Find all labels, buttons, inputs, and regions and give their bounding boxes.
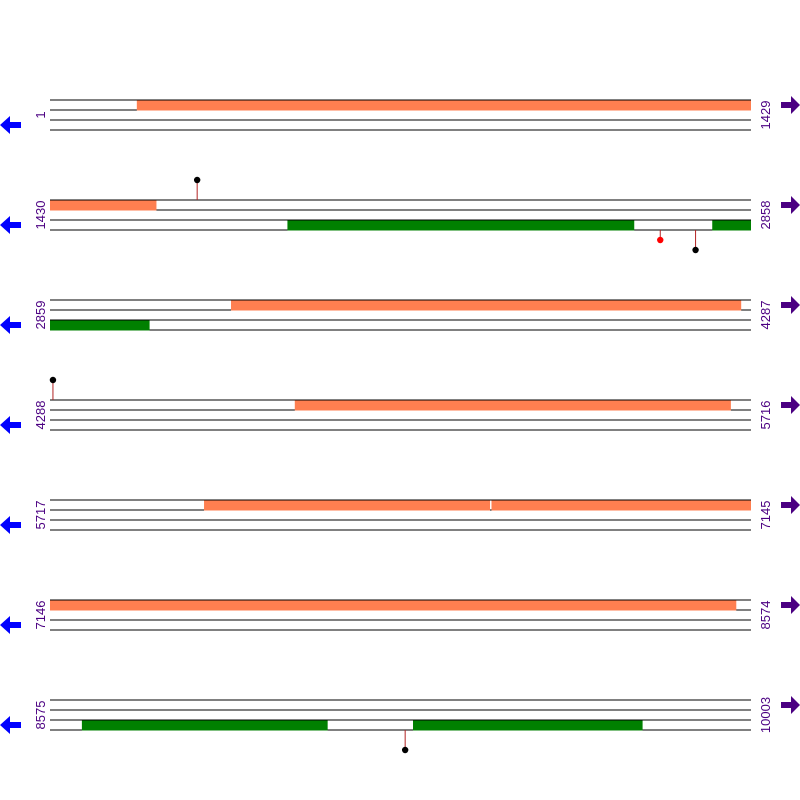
forward-feature-bar [50,600,737,611]
end-coordinate-label: 5716 [758,401,773,430]
arrow-right-icon[interactable] [781,396,800,414]
arrow-right-icon[interactable] [781,696,800,714]
arrow-left-icon[interactable] [0,416,21,434]
reverse-feature-bar [50,320,150,331]
arrow-right-icon[interactable] [781,496,800,514]
end-coordinate-label: 7145 [758,501,773,530]
reverse-feature-bar [413,720,643,731]
start-coordinate-label: 2859 [33,301,48,330]
arrow-left-icon[interactable] [0,116,21,134]
forward-feature-bar [231,300,742,311]
sequence-row: 2859 4287 [0,296,800,334]
forward-feature-bar [204,500,491,511]
site-marker [692,246,699,254]
site-marker [193,176,201,184]
arrow-left-icon[interactable] [0,516,21,534]
start-coordinate-label: 8575 [33,701,48,730]
arrow-right-icon[interactable] [781,296,800,314]
reverse-feature-bar [287,220,635,231]
site-marker [49,376,57,384]
reverse-feature-bar [81,720,328,731]
sequence-row: 7146 8574 [0,596,800,634]
arrow-left-icon[interactable] [0,316,21,334]
end-coordinate-label: 2858 [758,201,773,230]
start-coordinate-label: 7146 [33,601,48,630]
arrow-right-icon[interactable] [781,96,800,114]
sequence-row: 5717 7145 [0,496,800,534]
start-coordinate-label: 1 [33,111,48,118]
arrow-right-icon[interactable] [781,196,800,214]
reverse-feature-bar [712,220,751,231]
arrow-left-icon[interactable] [0,716,21,734]
sequence-row: 1430 2858 [0,176,800,254]
forward-feature-bar [136,100,751,111]
end-coordinate-label: 4287 [758,301,773,330]
sequence-row: 4288 5716 [0,376,800,434]
arrow-left-icon[interactable] [0,216,21,234]
sequence-row: 1 1429 [0,96,800,134]
start-coordinate-label: 5717 [33,501,48,530]
forward-feature-bar [491,500,751,511]
site-marker [657,236,664,244]
forward-feature-bar [50,200,157,211]
arrow-right-icon[interactable] [781,596,800,614]
end-coordinate-label: 1429 [758,101,773,130]
site-marker [401,746,409,754]
sequence-row: 8575 10003 [0,696,800,754]
end-coordinate-label: 10003 [758,697,773,733]
forward-feature-bar [294,400,731,411]
end-coordinate-label: 8574 [758,601,773,630]
start-coordinate-label: 4288 [33,401,48,430]
start-coordinate-label: 1430 [33,201,48,230]
arrow-left-icon[interactable] [0,616,21,634]
